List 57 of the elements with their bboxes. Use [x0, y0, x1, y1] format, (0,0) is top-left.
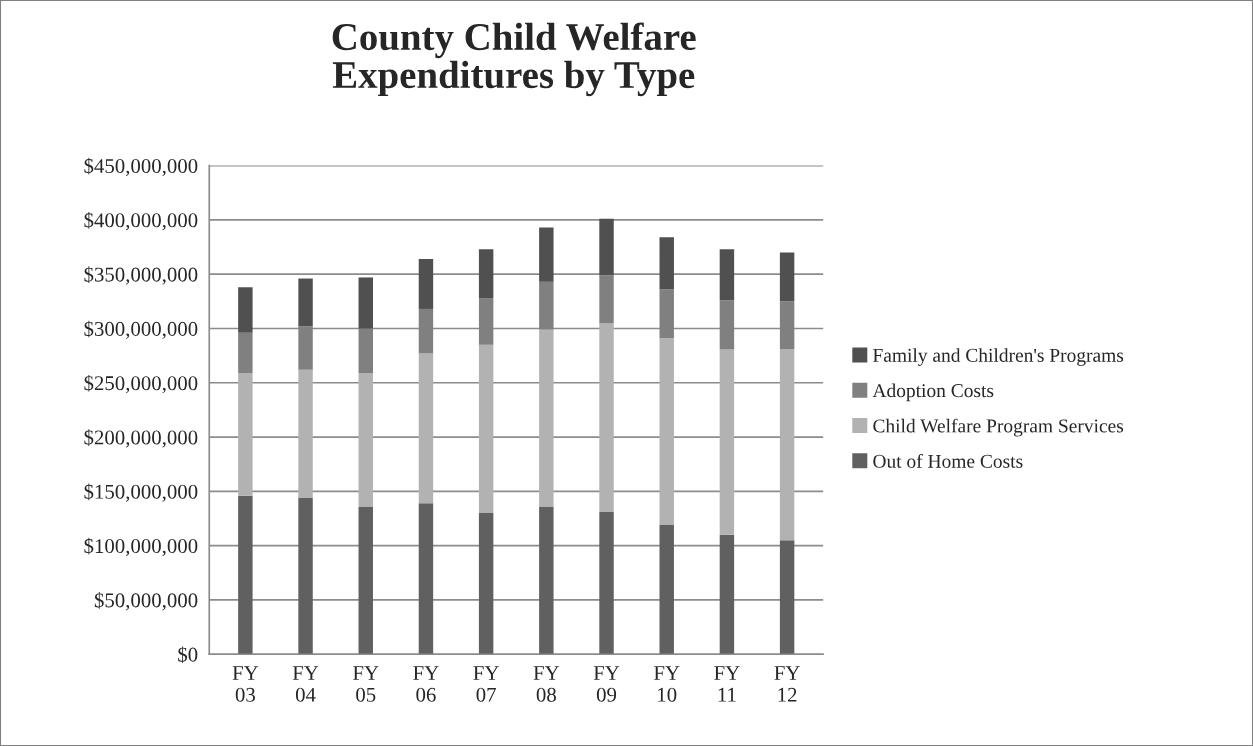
bar: [659, 237, 674, 290]
bar: [358, 277, 373, 329]
x-tick-label: FY 12: [774, 666, 800, 702]
bar: [418, 258, 434, 309]
bar: [418, 503, 434, 655]
bar: [779, 349, 795, 541]
bar: [599, 218, 614, 276]
bar: [238, 287, 253, 333]
bar: [478, 513, 494, 655]
y-tick-label: $0: [178, 646, 198, 664]
y-tick-label: $350,000,000: [84, 266, 198, 285]
x-tick-label: FY 10: [654, 666, 680, 702]
x-tick-label: FY 07: [473, 666, 499, 702]
legend-label: Out of Home Costs: [873, 453, 1023, 468]
bar: [599, 275, 614, 324]
y-tick-label: $50,000,000: [94, 592, 198, 611]
legend-label: Family and Children's Programs: [873, 348, 1124, 366]
bar: [719, 249, 735, 301]
bar: [358, 506, 373, 655]
y-tick-label: $150,000,000: [84, 483, 198, 502]
x-tick-label: FY 05: [353, 666, 379, 702]
x-tick-label: FY 09: [593, 666, 620, 702]
bar: [539, 506, 554, 655]
bar: [719, 349, 735, 535]
bar: [478, 249, 494, 299]
bar: [298, 278, 313, 327]
bar: [298, 369, 313, 498]
x-tick-label: FY 03: [232, 666, 259, 702]
bar: [418, 353, 434, 504]
bar: [358, 373, 373, 507]
bar: [599, 512, 614, 655]
legend-label: Child Welfare Program Services: [873, 418, 1124, 437]
bar: [238, 373, 253, 496]
chart-title: County Child Welfare Expenditures by Type: [332, 22, 696, 97]
bar: [298, 497, 313, 655]
bar: [779, 252, 795, 302]
x-tick-label: FY 06: [413, 666, 439, 702]
y-tick-label: $400,000,000: [84, 212, 198, 231]
bar: [719, 534, 735, 655]
bar: [238, 495, 253, 655]
bar: [659, 338, 674, 526]
bar: [238, 332, 253, 374]
y-tick-label: $300,000,000: [84, 320, 198, 339]
bar: [659, 525, 674, 655]
bar: [539, 227, 554, 282]
y-tick-label: $250,000,000: [84, 374, 198, 394]
legend-label: Adoption Costs: [872, 383, 994, 402]
y-tick-label: $450,000,000: [84, 157, 198, 177]
x-tick-label: FY 04: [292, 666, 319, 702]
x-tick-label: FY 08: [533, 666, 560, 702]
bar: [779, 540, 795, 655]
bar: [478, 344, 494, 514]
x-tick-label: FY 11: [714, 666, 740, 702]
bar: [599, 323, 614, 512]
y-tick-label: $100,000,000: [84, 537, 198, 557]
y-tick-label: $200,000,000: [84, 429, 198, 448]
bar: [539, 329, 554, 507]
